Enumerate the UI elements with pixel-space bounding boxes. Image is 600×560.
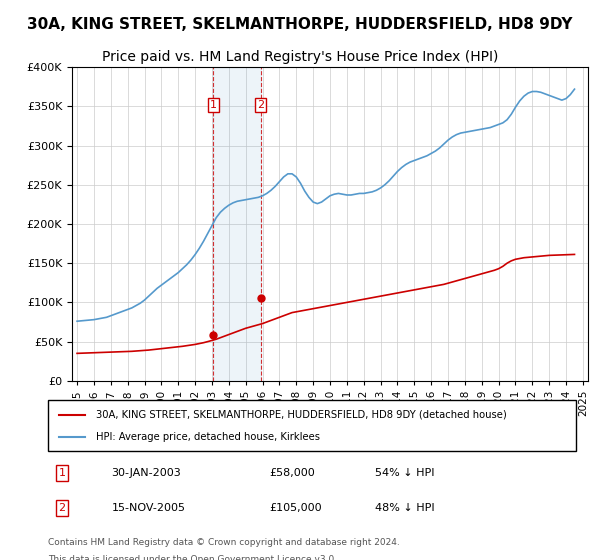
Text: £58,000: £58,000: [270, 468, 316, 478]
Text: 48% ↓ HPI: 48% ↓ HPI: [376, 503, 435, 513]
Point: [256, 294, 265, 303]
Text: 1: 1: [210, 100, 217, 110]
Text: 30A, KING STREET, SKELMANTHORPE, HUDDERSFIELD, HD8 9DY (detached house): 30A, KING STREET, SKELMANTHORPE, HUDDERS…: [95, 409, 506, 419]
Text: 15-NOV-2005: 15-NOV-2005: [112, 503, 185, 513]
Bar: [214, 67, 260, 381]
Text: 2: 2: [257, 100, 264, 110]
Text: £105,000: £105,000: [270, 503, 322, 513]
Point: [209, 331, 218, 340]
Text: Price paid vs. HM Land Registry's House Price Index (HPI): Price paid vs. HM Land Registry's House …: [102, 50, 498, 64]
Text: HPI: Average price, detached house, Kirklees: HPI: Average price, detached house, Kirk…: [95, 432, 320, 442]
Text: 1: 1: [59, 468, 65, 478]
FancyBboxPatch shape: [48, 400, 576, 451]
Text: 30-JAN-2003: 30-JAN-2003: [112, 468, 181, 478]
Text: This data is licensed under the Open Government Licence v3.0.: This data is licensed under the Open Gov…: [48, 554, 337, 560]
Text: 54% ↓ HPI: 54% ↓ HPI: [376, 468, 435, 478]
Text: Contains HM Land Registry data © Crown copyright and database right 2024.: Contains HM Land Registry data © Crown c…: [48, 538, 400, 547]
Text: 30A, KING STREET, SKELMANTHORPE, HUDDERSFIELD, HD8 9DY: 30A, KING STREET, SKELMANTHORPE, HUDDERS…: [27, 17, 573, 32]
Text: 2: 2: [59, 503, 65, 513]
